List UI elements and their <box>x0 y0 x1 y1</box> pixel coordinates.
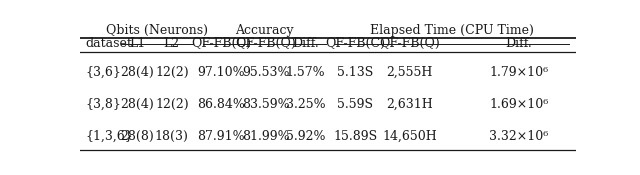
Text: Elapsed Time (CPU Time): Elapsed Time (CPU Time) <box>370 24 534 37</box>
Text: QF-FB(C): QF-FB(C) <box>191 37 252 50</box>
Text: 5.92%: 5.92% <box>286 130 325 142</box>
Text: 86.84%: 86.84% <box>197 98 245 111</box>
Text: Accuracy: Accuracy <box>235 24 294 37</box>
Text: 28(4): 28(4) <box>120 66 154 79</box>
Text: QF-FB(Q): QF-FB(Q) <box>380 37 440 50</box>
Text: QF-FB(Q): QF-FB(Q) <box>236 37 296 50</box>
Text: 18(3): 18(3) <box>155 130 189 142</box>
Text: L2: L2 <box>164 37 180 50</box>
Text: 1.69×10⁶: 1.69×10⁶ <box>490 98 548 111</box>
Text: QF-FB(C): QF-FB(C) <box>325 37 385 50</box>
Text: 5.59S: 5.59S <box>337 98 373 111</box>
Text: 2,631H: 2,631H <box>387 98 433 111</box>
Text: Qbits (Neurons): Qbits (Neurons) <box>106 24 208 37</box>
Text: L1: L1 <box>129 37 145 50</box>
Text: 83.59%: 83.59% <box>242 98 290 111</box>
Text: Diff.: Diff. <box>292 37 319 50</box>
Text: 97.10%: 97.10% <box>198 66 245 79</box>
Text: 14,650H: 14,650H <box>383 130 437 142</box>
Text: 81.99%: 81.99% <box>242 130 290 142</box>
Text: 5.13S: 5.13S <box>337 66 373 79</box>
Text: 15.89S: 15.89S <box>333 130 378 142</box>
Text: dataset: dataset <box>85 37 132 50</box>
Text: 1.57%: 1.57% <box>286 66 326 79</box>
Text: Diff.: Diff. <box>506 37 532 50</box>
Text: 28(8): 28(8) <box>120 130 154 142</box>
Text: 3.32×10⁶: 3.32×10⁶ <box>490 130 548 142</box>
Text: {3,8}: {3,8} <box>85 98 121 111</box>
Text: {3,6}: {3,6} <box>85 66 121 79</box>
Text: 95.53%: 95.53% <box>243 66 290 79</box>
Text: 12(2): 12(2) <box>155 98 189 111</box>
Text: 28(4): 28(4) <box>120 98 154 111</box>
Text: 3.25%: 3.25% <box>286 98 326 111</box>
Text: {1,3,6}: {1,3,6} <box>85 130 132 142</box>
Text: 2,555H: 2,555H <box>387 66 433 79</box>
Text: 1.79×10⁶: 1.79×10⁶ <box>490 66 548 79</box>
Text: 87.91%: 87.91% <box>198 130 245 142</box>
Text: 12(2): 12(2) <box>155 66 189 79</box>
